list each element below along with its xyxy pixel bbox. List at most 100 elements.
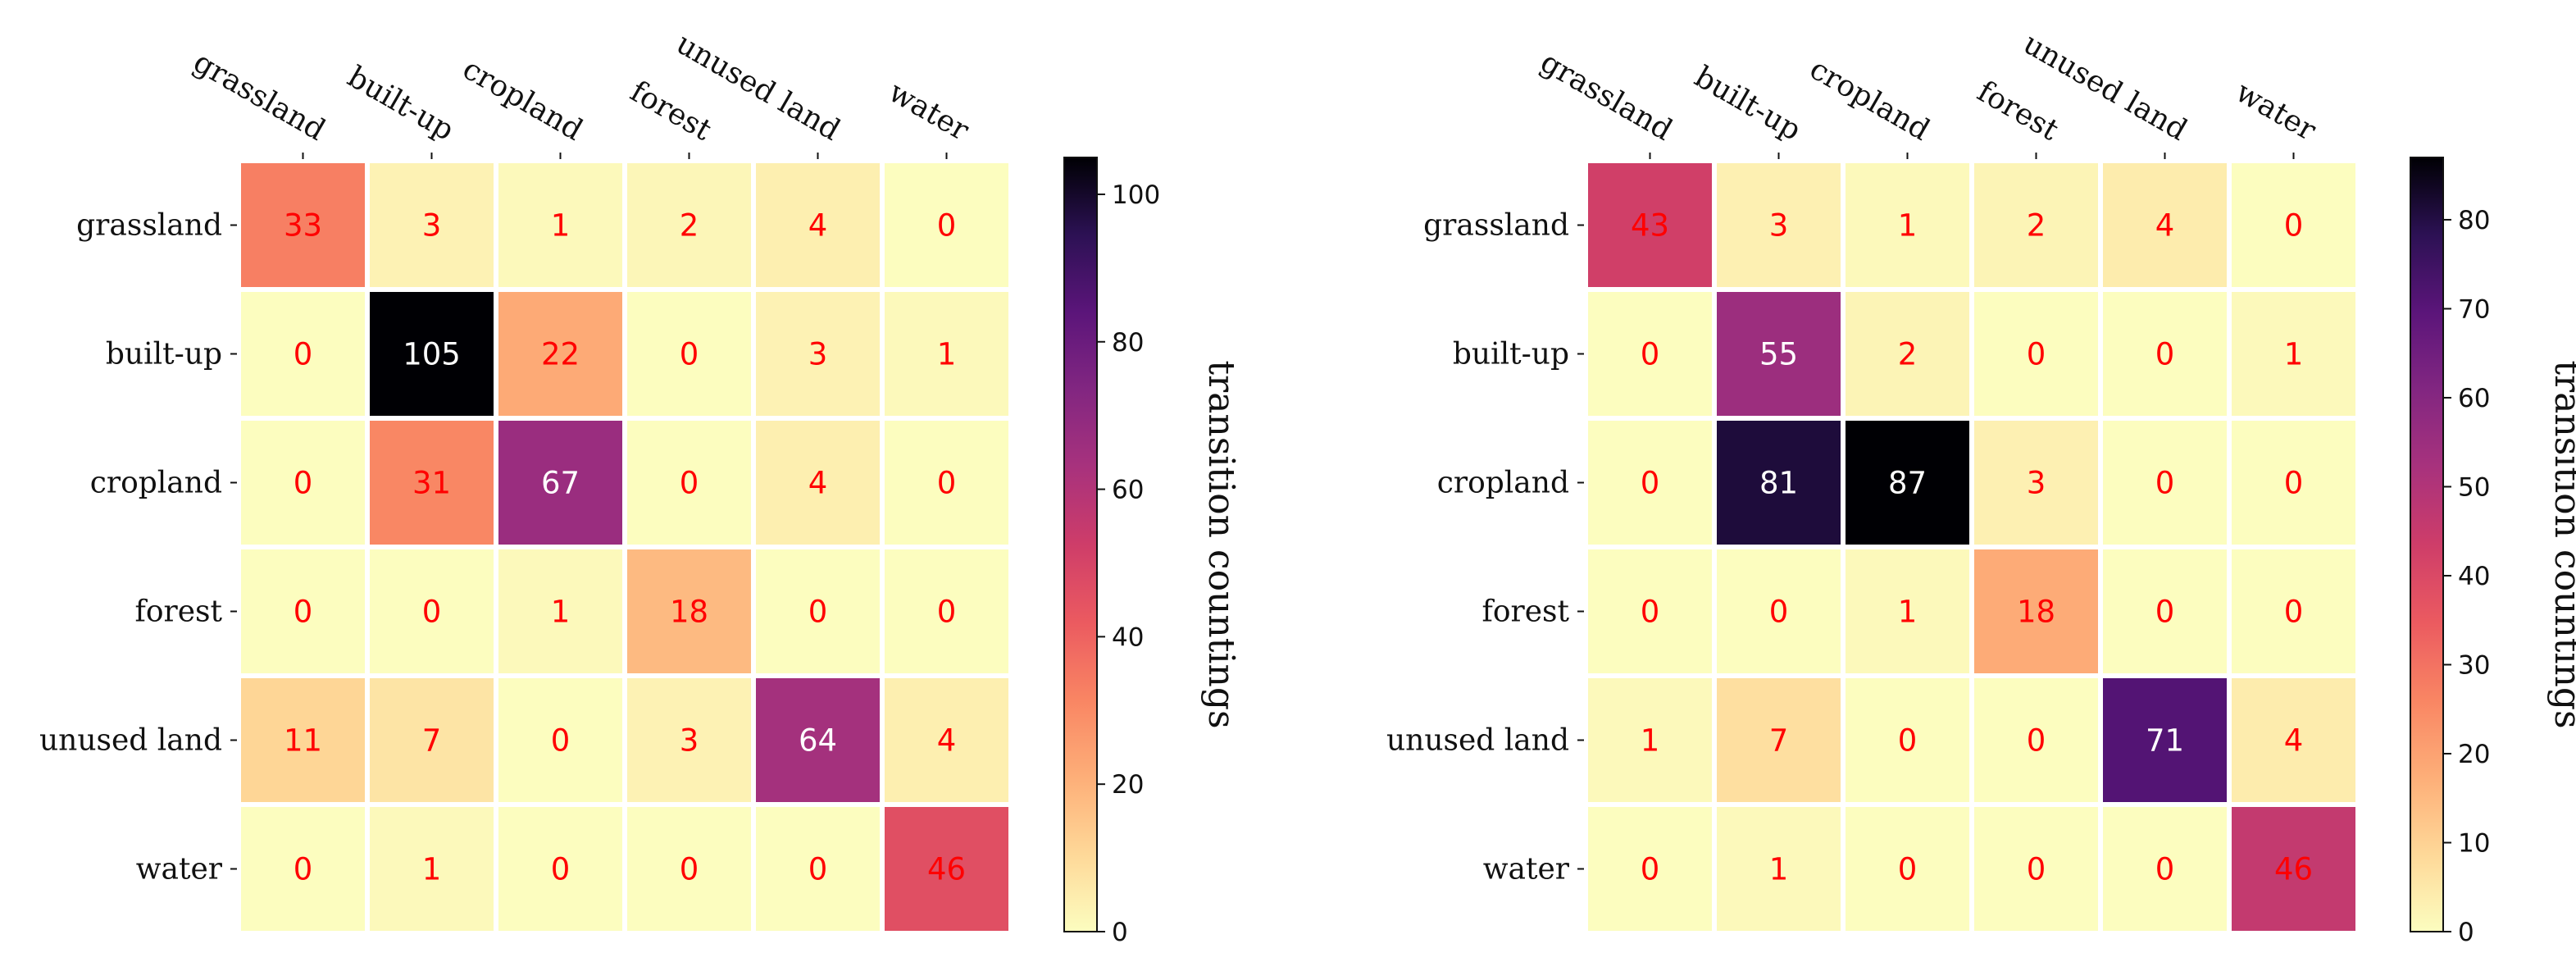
cell-value-label: 1	[422, 852, 442, 887]
cell-value-label: 0	[294, 595, 313, 630]
cell-value-label: 0	[1641, 466, 1660, 501]
cell-value-label: 1	[551, 208, 571, 244]
cell-value-label: 31	[412, 466, 451, 501]
heatmap-cell	[1846, 163, 1969, 287]
heatmap-cell	[498, 163, 622, 287]
heatmap-cell	[1717, 549, 1841, 673]
heatmap-cell	[627, 807, 751, 931]
col-tick-label: forest	[1972, 75, 2064, 148]
colorbar-tick-label: 60	[2458, 384, 2490, 413]
colorbar-tick-label: 70	[2458, 294, 2490, 324]
cell-value-label: 2	[2027, 208, 2046, 244]
heatmap-cell	[2103, 292, 2227, 416]
heatmap-cell	[370, 678, 494, 802]
heatmap-cell	[1588, 292, 1712, 416]
heatmap-cell	[2103, 421, 2227, 545]
heatmap-cell	[1717, 421, 1841, 545]
colorbar-label: transition countings	[2546, 360, 2576, 728]
colorbar-tick-label: 100	[1112, 180, 1160, 210]
heatmap-cell	[1846, 807, 1969, 931]
colorbar-tick-label: 30	[2458, 650, 2490, 680]
heatmap-panel-left: 33 3 1 2 4 00 105 22 0 3 10 31 67 0 4 00 0 1 18 0 011 7 0 3 64 40…	[39, 27, 1242, 947]
cell-value-label: 11	[284, 723, 322, 759]
cell-value-label: 1	[1898, 208, 1918, 244]
cell-value-label: 0	[1769, 595, 1789, 630]
heatmap-cell	[1588, 163, 1712, 287]
col-tick-label: grassland	[188, 45, 331, 147]
colorbar	[2410, 157, 2444, 932]
colorbar-tick-label: 20	[1112, 770, 1144, 800]
heatmap-cell	[2232, 678, 2355, 802]
heatmap-cell	[241, 678, 365, 802]
cell-value-label: 64	[799, 723, 837, 759]
col-tick-label: built-up	[1689, 60, 1807, 148]
heatmap-cell	[2232, 163, 2355, 287]
heatmap-cell	[1717, 807, 1841, 931]
heatmap-cell	[241, 292, 365, 416]
heatmap-cell	[627, 549, 751, 673]
heatmap-cell	[885, 421, 1008, 545]
heatmap-cell	[756, 421, 880, 545]
heatmap-cell	[1974, 421, 2098, 545]
cell-value-label: 87	[1888, 466, 1927, 501]
colorbar	[1063, 157, 1098, 932]
cell-value-label: 0	[1641, 852, 1660, 887]
row-tick-label: unused land	[39, 724, 222, 758]
colorbar-tick-label: 40	[2458, 562, 2490, 591]
heatmap-cell	[1717, 292, 1841, 416]
cell-value-label: 0	[680, 337, 699, 372]
colorbar-tick-label: 80	[1112, 328, 1144, 358]
heatmap-cell	[1846, 678, 1969, 802]
row-tick-label: cropland	[1437, 467, 1569, 500]
cell-value-label: 1	[1769, 852, 1789, 887]
cell-value-label: 0	[808, 595, 828, 630]
heatmap-cell	[498, 678, 622, 802]
cell-value-label: 0	[551, 852, 571, 887]
cell-value-label: 46	[927, 852, 966, 887]
row-tick-label: forest	[1482, 595, 1570, 629]
heatmap-cell	[241, 549, 365, 673]
cell-value-label: 81	[1759, 466, 1798, 501]
cell-value-label: 1	[1641, 723, 1660, 759]
heatmap-cell	[1974, 549, 2098, 673]
heatmap-cell	[627, 292, 751, 416]
heatmap-cell	[1717, 678, 1841, 802]
cell-value-label: 0	[2284, 466, 2304, 501]
cell-value-label: 33	[284, 208, 322, 244]
cell-value-label: 105	[403, 337, 461, 372]
cell-value-label: 0	[937, 208, 957, 244]
heatmap-cell	[370, 421, 494, 545]
cell-value-label: 18	[2017, 595, 2055, 630]
cell-value-label: 3	[1769, 208, 1789, 244]
row-tick-label: unused land	[1386, 724, 1569, 758]
heatmap-cell	[1717, 163, 1841, 287]
colorbar-label: transition countings	[1200, 360, 1242, 728]
heatmap-cell	[756, 549, 880, 673]
cell-value-label: 43	[1631, 208, 1669, 244]
cell-value-label: 67	[541, 466, 580, 501]
heatmap-cell	[756, 807, 880, 931]
cell-value-label: 1	[937, 337, 957, 372]
cell-value-label: 0	[2155, 852, 2175, 887]
cell-value-label: 0	[2155, 337, 2175, 372]
cell-value-label: 0	[422, 595, 442, 630]
col-tick-label: built-up	[342, 60, 460, 148]
heatmap-cell	[370, 163, 494, 287]
colorbar-tick-label: 80	[2458, 206, 2490, 235]
col-tick-label: forest	[625, 75, 717, 148]
colorbar-tick-label: 60	[1112, 476, 1144, 505]
row-tick-label: grassland	[1423, 209, 1569, 243]
heatmap-cell	[1846, 421, 1969, 545]
heatmap-cell	[1588, 549, 1712, 673]
heatmap-cell	[498, 421, 622, 545]
cell-value-label: 0	[2027, 852, 2046, 887]
colorbar-tick-label: 0	[1112, 918, 1128, 947]
cell-value-label: 22	[541, 337, 580, 372]
cell-value-label: 3	[422, 208, 442, 244]
heatmap-cell	[1588, 807, 1712, 931]
heatmap-cell	[1974, 292, 2098, 416]
col-tick-label: cropland	[457, 52, 588, 148]
cell-value-label: 1	[551, 595, 571, 630]
